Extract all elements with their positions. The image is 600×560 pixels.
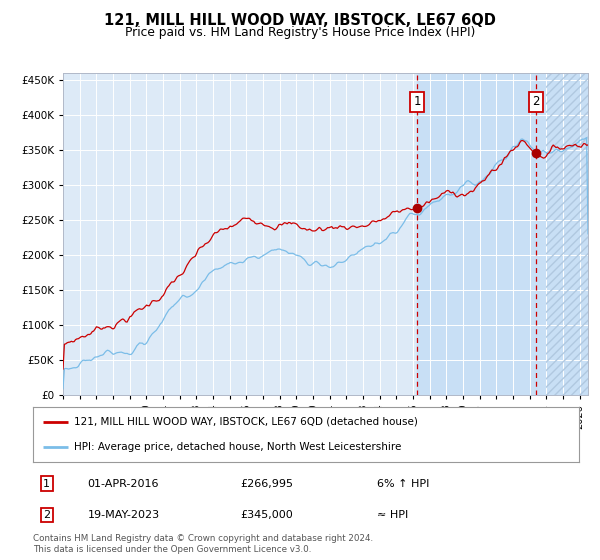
Bar (547, 73, 600, 395)
Bar (547, 73, 600, 395)
Text: This data is licensed under the Open Government Licence v3.0.: This data is licensed under the Open Gov… (33, 545, 311, 554)
Text: 1: 1 (43, 479, 50, 489)
Text: 121, MILL HILL WOOD WAY, IBSTOCK, LE67 6QD: 121, MILL HILL WOOD WAY, IBSTOCK, LE67 6… (104, 13, 496, 28)
Text: ≈ HPI: ≈ HPI (377, 510, 408, 520)
Text: 6% ↑ HPI: 6% ↑ HPI (377, 479, 430, 489)
Text: 2: 2 (43, 510, 50, 520)
Text: Price paid vs. HM Land Registry's House Price Index (HPI): Price paid vs. HM Land Registry's House … (125, 26, 475, 39)
Text: Contains HM Land Registry data © Crown copyright and database right 2024.: Contains HM Land Registry data © Crown c… (33, 534, 373, 543)
Text: 2: 2 (532, 95, 540, 108)
Text: 19-MAY-2023: 19-MAY-2023 (88, 510, 160, 520)
Text: 01-APR-2016: 01-APR-2016 (88, 479, 159, 489)
Text: HPI: Average price, detached house, North West Leicestershire: HPI: Average price, detached house, Nort… (74, 442, 401, 452)
Bar (417, 73, 547, 395)
Text: 121, MILL HILL WOOD WAY, IBSTOCK, LE67 6QD (detached house): 121, MILL HILL WOOD WAY, IBSTOCK, LE67 6… (74, 417, 418, 427)
Text: 1: 1 (413, 95, 421, 108)
Text: £345,000: £345,000 (241, 510, 293, 520)
Text: £266,995: £266,995 (241, 479, 293, 489)
